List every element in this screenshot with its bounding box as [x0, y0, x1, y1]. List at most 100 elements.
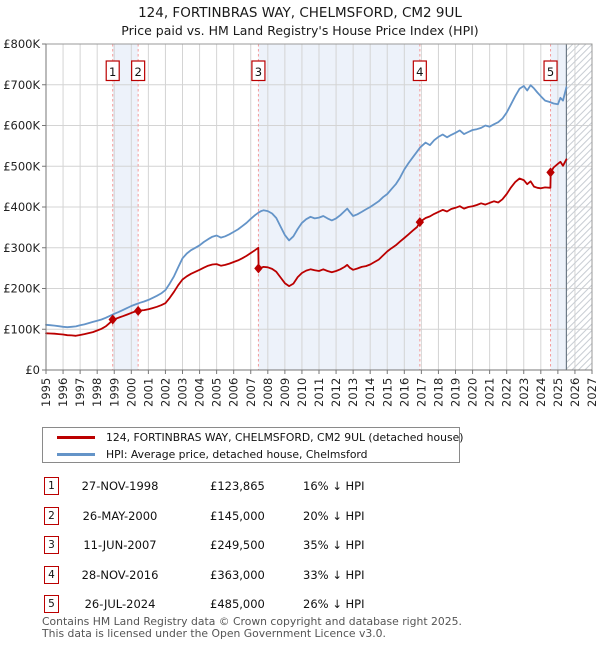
no-data-hatch: [566, 252, 593, 279]
page-title: 124, FORTINBRAS WAY, CHELMSFORD, CM2 9UL: [138, 5, 462, 21]
sale-number-badge: 2: [44, 506, 59, 525]
x-tick-label: 2018: [431, 378, 445, 407]
x-tick-label: 2025: [551, 378, 565, 407]
no-data-hatch: [566, 96, 593, 123]
y-tick-label: £500K: [3, 159, 40, 173]
no-data-hatch: [566, 330, 593, 357]
sale-row: 2 26-MAY-2000 £145,000 20% ↓ HPI: [0, 506, 600, 527]
no-data-hatch: [566, 135, 593, 162]
x-tick-label: 2020: [466, 378, 480, 407]
x-tick-label: 2013: [346, 378, 360, 407]
x-tick-label: 2003: [176, 378, 190, 407]
x-tick-label: 2015: [380, 378, 394, 407]
no-data-hatch: [566, 89, 593, 116]
no-data-hatch: [566, 336, 593, 363]
no-data-hatch: [566, 193, 593, 220]
sale-number-box: [131, 60, 146, 82]
x-tick-label: 2012: [329, 378, 343, 407]
sale-number-badge: 1: [44, 477, 59, 495]
no-data-hatch: [566, 226, 593, 253]
no-data-hatch: [566, 83, 593, 110]
legend-label-hpi: HPI: Average price, detached house, Chel…: [106, 448, 368, 461]
sale-number-box-label: 4: [416, 65, 423, 79]
sale-point-marker: [546, 167, 555, 178]
no-data-hatch: [566, 109, 593, 136]
x-tick-label: 1995: [39, 378, 53, 407]
sale-number-box: [105, 60, 120, 82]
sale-number-box-label: 5: [547, 65, 554, 79]
x-tick-label: 2024: [534, 378, 548, 407]
sale-row: 5 26-JUL-2024 £485,000 26% ↓ HPI: [0, 595, 600, 615]
x-tick-label: 2023: [517, 378, 531, 407]
sale-vs-hpi: 35% ↓ HPI: [303, 538, 365, 552]
sale-price: £145,000: [210, 508, 265, 523]
sale-date: 26-JUL-2024: [84, 597, 156, 611]
no-data-hatch: [566, 102, 593, 129]
x-tick-label: 2009: [278, 378, 292, 407]
sale-number-box: [412, 60, 427, 82]
sale-price: £363,000: [210, 567, 265, 582]
property-price-line: [45, 158, 568, 337]
no-data-hatch: [566, 122, 593, 149]
y-tick-label: £200K: [3, 282, 40, 296]
no-data-hatch: [566, 154, 593, 181]
x-tick-label: 2005: [210, 378, 224, 407]
sale-date: 11-JUN-2007: [83, 538, 157, 552]
sale-date: 28-NOV-2016: [81, 567, 159, 582]
x-tick-label: 2006: [227, 378, 241, 407]
no-data-hatch: [566, 43, 587, 64]
license-line-1: Contains HM Land Registry data © Crown c…: [42, 615, 462, 628]
x-tick-label: 2007: [244, 378, 258, 407]
x-tick-label: 2014: [363, 378, 377, 407]
sale-price: £249,500: [210, 538, 265, 552]
sale-price: £123,865: [210, 479, 265, 493]
no-data-hatch: [566, 343, 593, 370]
no-data-hatch: [566, 63, 593, 90]
no-data-hatch: [566, 128, 593, 155]
x-tick-label: 2001: [141, 378, 155, 407]
sale-number-box: [251, 60, 266, 82]
price-history-chart: 1 2 3 4 5 £0 £100K £200K £300K £400K £500K £600K £70…: [3, 37, 599, 407]
no-data-hatch: [566, 50, 593, 77]
y-tick-label: £0: [25, 363, 40, 377]
no-data-hatch: [566, 232, 593, 259]
no-data-hatch: [566, 258, 593, 285]
no-data-hatch: [566, 278, 593, 305]
no-data-hatch: [566, 43, 574, 51]
x-tick-label: 2010: [295, 378, 309, 407]
sale-number-box-label: 2: [134, 65, 141, 79]
sale-number-box-label: 1: [109, 65, 116, 79]
no-data-hatch: [566, 43, 580, 58]
y-tick-label: £800K: [3, 37, 40, 51]
no-data-hatch: [566, 167, 593, 194]
sale-price: £485,000: [210, 597, 265, 611]
sale-vs-hpi: 16% ↓ HPI: [303, 479, 365, 493]
no-data-hatch: [566, 76, 593, 103]
no-data-hatch: [566, 141, 593, 168]
no-data-hatch: [566, 304, 593, 331]
x-tick-label: 2002: [158, 378, 172, 407]
x-tick-label: 1997: [73, 378, 87, 407]
no-data-hatch: [566, 200, 593, 227]
x-tick-label: 2019: [449, 378, 463, 407]
license-note: Contains HM Land Registry data © Crown c…: [42, 616, 462, 639]
sale-vs-hpi: 26% ↓ HPI: [303, 597, 365, 611]
sale-number-badge: 4: [44, 565, 59, 584]
sale-date: 27-NOV-1998: [81, 479, 159, 493]
no-data-hatch: [566, 245, 593, 272]
no-data-hatch: [566, 265, 593, 292]
sale-row: 1 27-NOV-1998 £123,865 16% ↓ HPI: [0, 477, 600, 497]
sale-number-box-label: 3: [255, 65, 262, 79]
no-data-hatch: [566, 317, 593, 344]
sale-number-badge: 5: [44, 595, 59, 613]
x-tick-label: 2027: [585, 378, 599, 407]
x-tick-label: 2008: [261, 378, 275, 407]
no-data-hatch: [566, 180, 593, 207]
chart-legend: 124, FORTINBRAS WAY, CHELMSFORD, CM2 9UL…: [42, 427, 463, 463]
no-data-hatch: [566, 213, 593, 240]
license-line-2: This data is licensed under the Open Gov…: [42, 626, 386, 640]
legend-item-hpi: HPI: Average price, detached house, Chel…: [43, 447, 459, 462]
no-data-hatch: [566, 161, 593, 188]
no-data-hatch: [566, 206, 593, 233]
no-data-hatch: [566, 284, 593, 311]
